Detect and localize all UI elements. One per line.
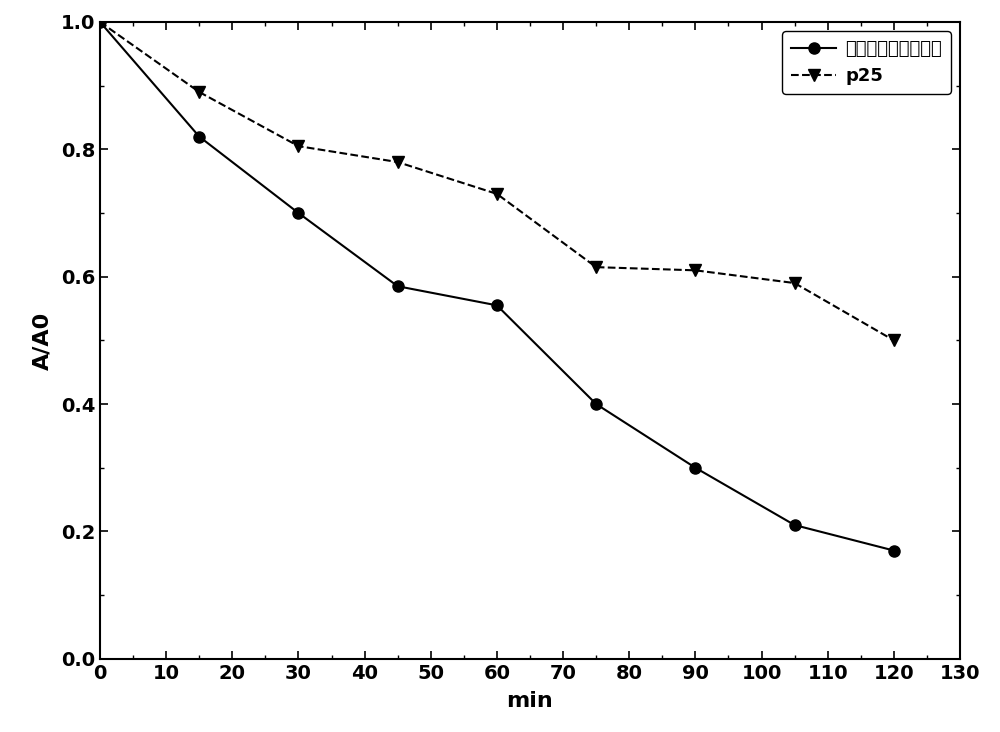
二氧化鑂掃杂血红素 (491, 301, 503, 310)
Line: p25: p25 (94, 16, 899, 346)
X-axis label: min: min (507, 691, 553, 711)
二氧化鑂掃杂血红素 (94, 18, 106, 26)
二氧化鑂掃杂血红素 (292, 209, 304, 217)
p25 (392, 157, 404, 166)
二氧化鑂掃杂血红素 (789, 520, 801, 529)
p25 (689, 266, 701, 274)
二氧化鑂掃杂血红素 (590, 400, 602, 408)
二氧化鑂掃杂血红素 (689, 463, 701, 472)
p25 (888, 336, 900, 345)
p25 (789, 279, 801, 288)
p25 (590, 263, 602, 272)
Legend: 二氧化鑂掃杂血红素, p25: 二氧化鑂掃杂血红素, p25 (782, 31, 951, 94)
二氧化鑂掃杂血红素 (888, 546, 900, 555)
Line: 二氧化鑂掃杂血红素: 二氧化鑂掃杂血红素 (94, 16, 899, 556)
p25 (292, 142, 304, 151)
Y-axis label: A/A0: A/A0 (32, 311, 52, 370)
p25 (193, 88, 205, 97)
p25 (491, 190, 503, 198)
二氧化鑂掃杂血红素 (392, 282, 404, 291)
二氧化鑂掃杂血红素 (193, 132, 205, 141)
p25 (94, 18, 106, 26)
